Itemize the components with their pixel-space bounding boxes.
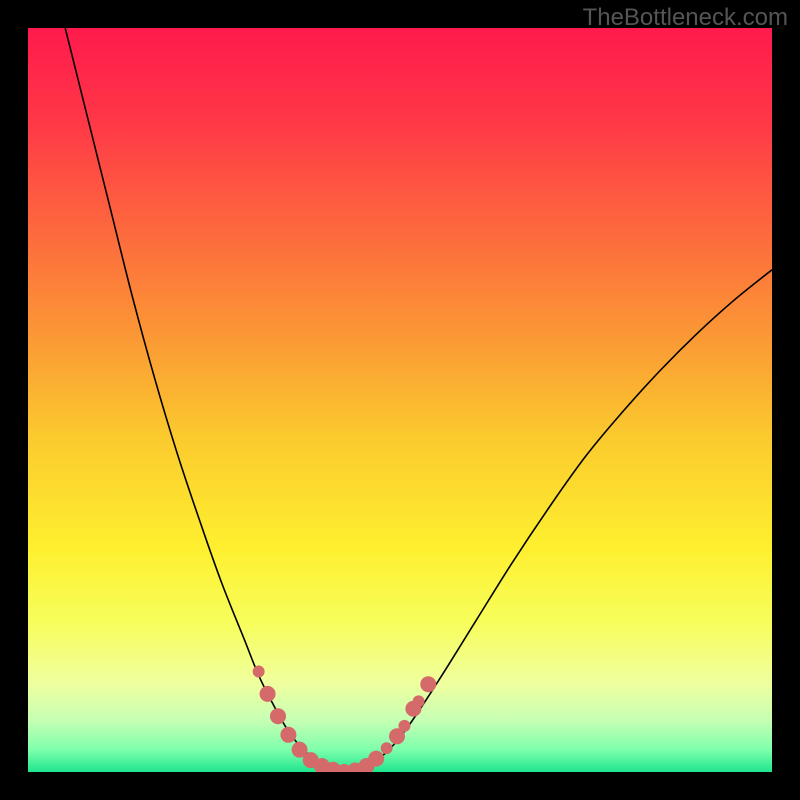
marker-dot <box>270 708 286 724</box>
marker-dot <box>413 695 425 707</box>
marker-dot <box>381 742 393 754</box>
gradient-background <box>28 28 772 772</box>
marker-dot <box>368 751 384 767</box>
marker-dot <box>260 686 276 702</box>
marker-dot <box>280 727 296 743</box>
plot-svg <box>28 28 772 772</box>
marker-dot <box>398 720 410 732</box>
marker-dot <box>420 676 436 692</box>
figure-frame: TheBottleneck.com <box>0 0 800 800</box>
plot-area <box>28 28 772 772</box>
marker-dot <box>253 666 265 678</box>
